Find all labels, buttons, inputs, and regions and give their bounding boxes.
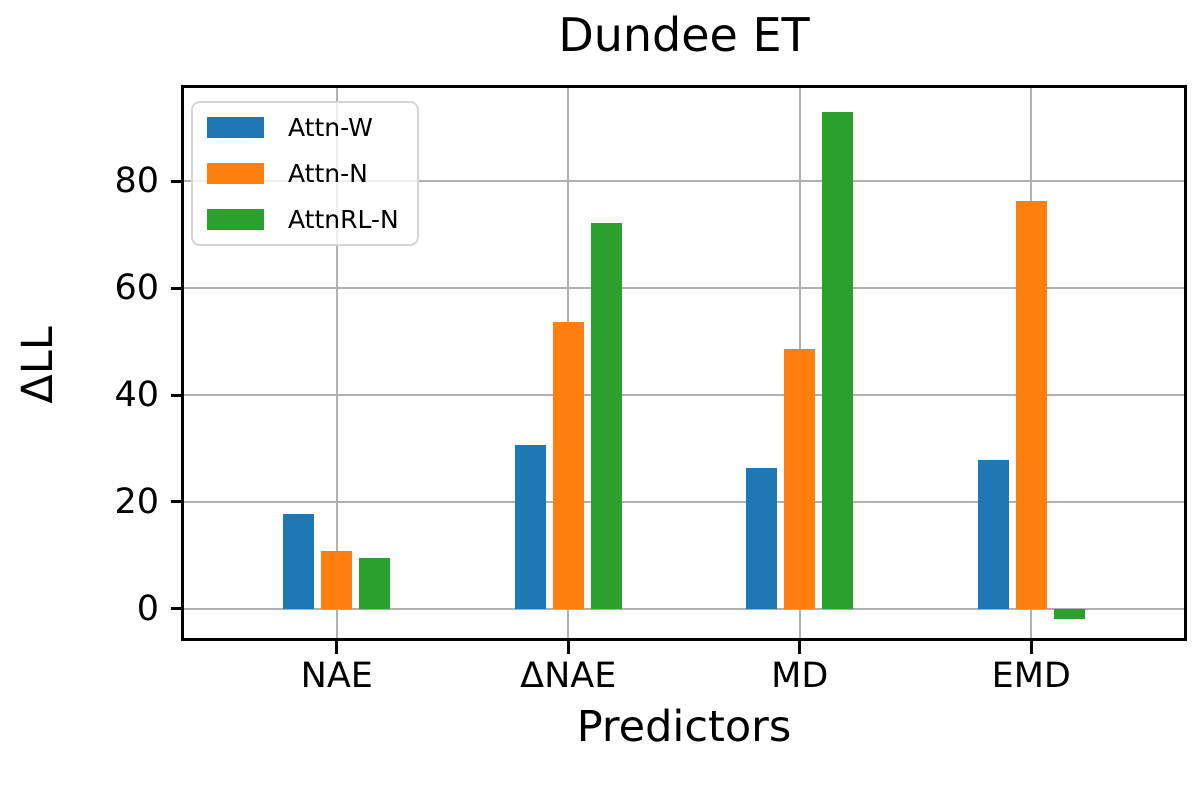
y-tick-label: 40 xyxy=(114,375,159,416)
legend-item-attn-n: Attn-N xyxy=(207,161,399,186)
legend-swatch-attn-w xyxy=(207,117,264,138)
bar-attn-n-nae xyxy=(321,551,353,609)
x-tick-label: NAE xyxy=(300,656,373,696)
bar-attnrl-n-nae xyxy=(359,558,391,609)
bar-attn-w-nae xyxy=(283,514,315,609)
h-gridline xyxy=(184,500,1184,503)
x-tick-mark xyxy=(1029,641,1033,654)
y-tick-label: 0 xyxy=(136,588,159,629)
h-gridline xyxy=(184,394,1184,397)
y-tick-mark xyxy=(171,607,181,611)
plot-area: Attn-W Attn-N AttnRL-N 0 20 40 60 80 NAE ΔNAE M… xyxy=(114,85,1187,696)
bar-attn-w-md xyxy=(746,467,778,609)
h-gridline xyxy=(184,180,1184,183)
x-tick-mark xyxy=(335,641,339,654)
y-tick-mark xyxy=(171,179,181,183)
legend: Attn-W Attn-N AttnRL-N xyxy=(191,101,419,246)
y-tick-mark xyxy=(171,286,181,290)
v-gridline xyxy=(335,88,338,638)
y-tick-label: 60 xyxy=(114,268,159,309)
bar-attn-w-emd xyxy=(977,460,1009,609)
x-tick-label: EMD xyxy=(991,656,1071,696)
legend-label-attn-w: Attn-W xyxy=(288,113,373,142)
x-axis-label: Predictors xyxy=(576,702,792,752)
x-tick-mark xyxy=(566,641,570,654)
y-tick-label: 80 xyxy=(114,161,159,202)
bar-attn-n-md xyxy=(784,348,816,609)
bar-attn-n-δnae xyxy=(552,321,584,609)
bar-attnrl-n-md xyxy=(822,112,854,609)
legend-label-attn-n: Attn-N xyxy=(288,159,368,188)
y-tick-mark xyxy=(171,393,181,397)
x-tick-label: MD xyxy=(771,656,829,696)
legend-swatch-attn-n xyxy=(207,163,264,184)
legend-item-attn-w: Attn-W xyxy=(207,115,399,140)
legend-label-attnrl-n: AttnRL-N xyxy=(288,205,399,234)
chart-title: Dundee ET xyxy=(558,8,810,62)
y-tick-mark xyxy=(171,500,181,504)
h-gridline xyxy=(184,607,1184,610)
legend-swatch-attnrl-n xyxy=(207,209,264,230)
bar-attnrl-n-δnae xyxy=(590,222,622,609)
h-gridline xyxy=(184,287,1184,290)
bar-attn-n-emd xyxy=(1015,201,1047,609)
bar-attn-w-δnae xyxy=(514,445,546,609)
x-tick-label: ΔNAE xyxy=(520,656,617,696)
y-tick-label: 20 xyxy=(114,481,159,522)
legend-item-attnrl-n: AttnRL-N xyxy=(207,207,399,232)
bar-attnrl-n-emd xyxy=(1053,608,1085,619)
x-tick-mark xyxy=(798,641,802,654)
